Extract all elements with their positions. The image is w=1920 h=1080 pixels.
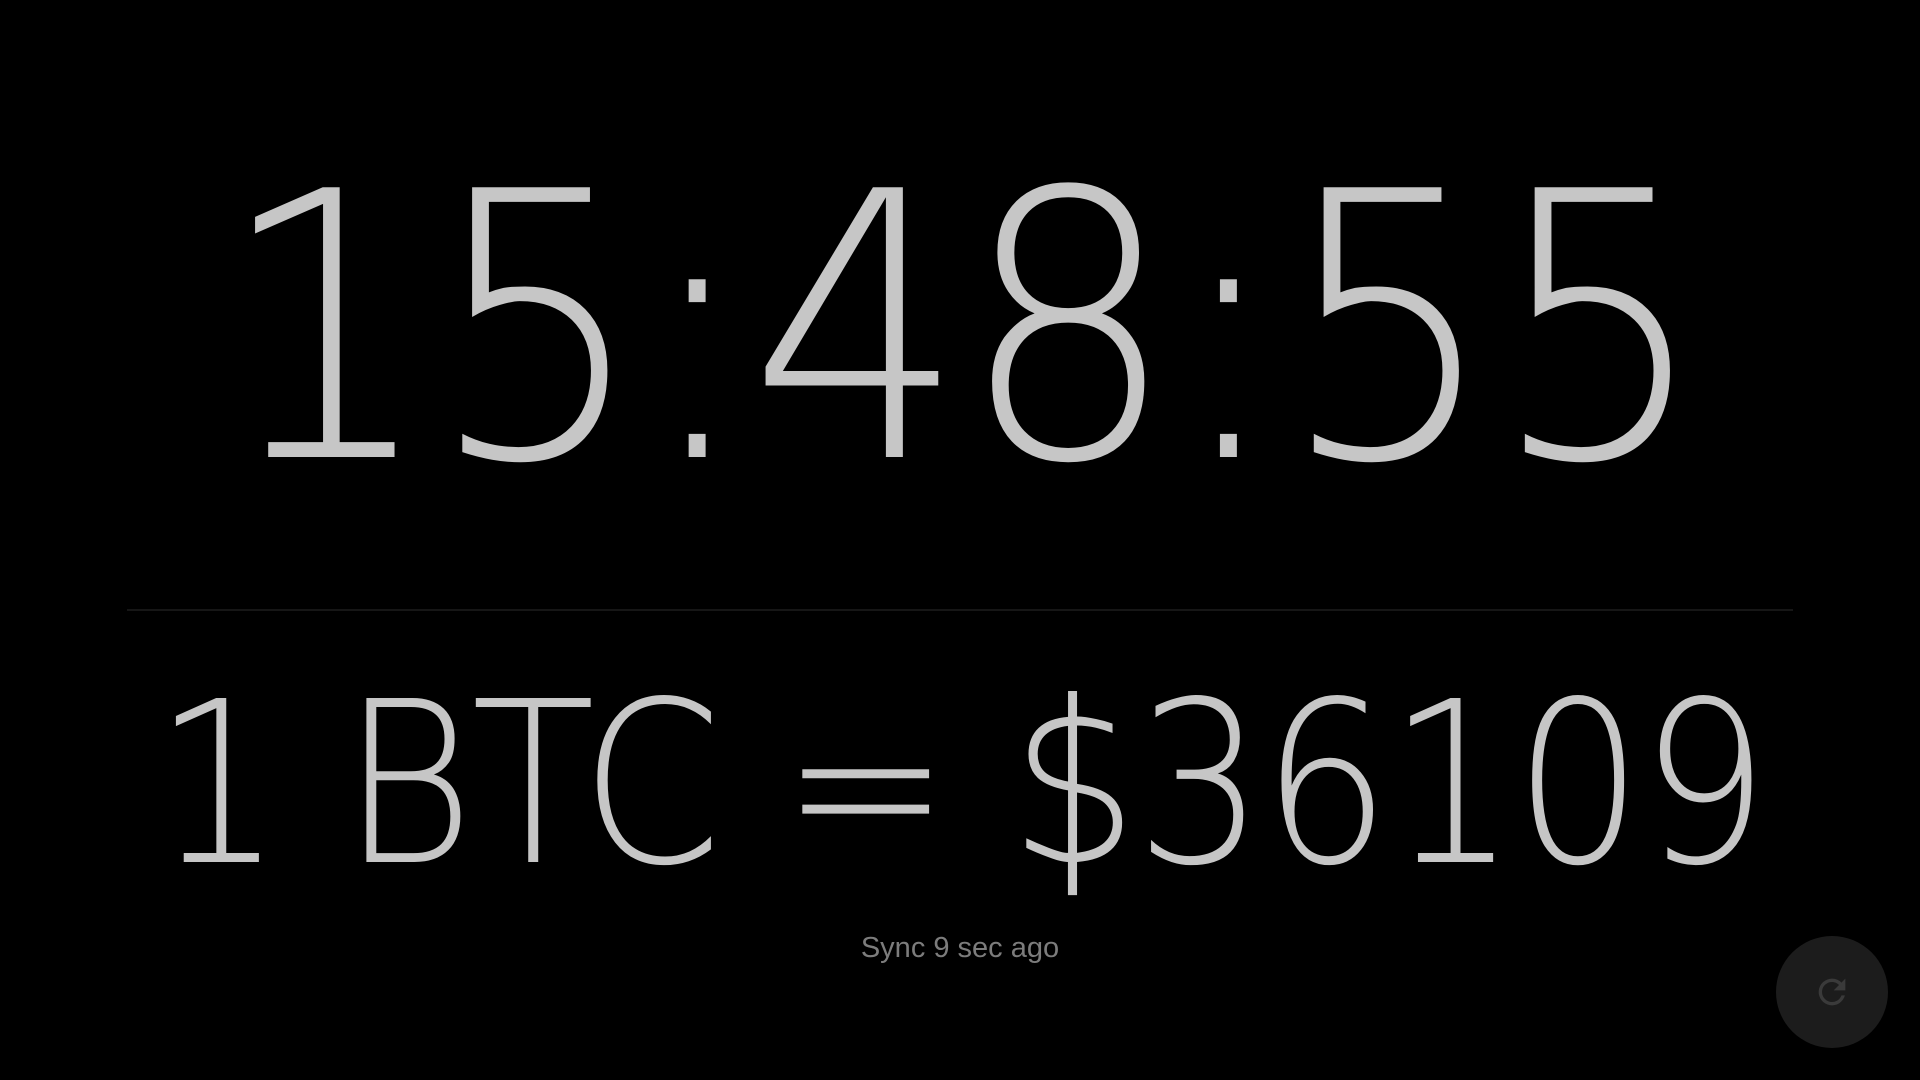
clock-time: 15:48:55 bbox=[217, 115, 1708, 545]
btc-price: 1 BTC = $36109 bbox=[153, 654, 1769, 916]
divider bbox=[127, 609, 1793, 611]
sync-status: Sync 9 sec ago bbox=[860, 932, 1060, 964]
refresh-icon bbox=[1818, 978, 1846, 1006]
refresh-button[interactable] bbox=[1776, 936, 1888, 1048]
